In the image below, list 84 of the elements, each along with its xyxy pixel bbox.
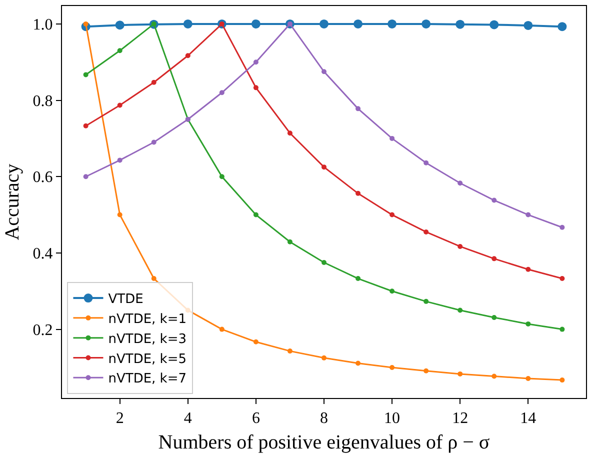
- point: [251, 19, 260, 28]
- point: [492, 256, 497, 262]
- y-tick-label: 0.4: [32, 246, 53, 263]
- point: [390, 136, 395, 141]
- point: [83, 72, 88, 78]
- point: [356, 360, 361, 366]
- point: [287, 239, 292, 244]
- point: [492, 374, 497, 379]
- point: [117, 48, 122, 54]
- x-tick-label: 4: [184, 410, 192, 428]
- point: [424, 160, 429, 166]
- legend-label: nVTDE, k=1: [108, 312, 187, 327]
- point: [322, 260, 326, 265]
- x-tick-label: 14: [520, 410, 536, 428]
- point: [151, 80, 156, 85]
- point: [117, 158, 122, 163]
- point: [320, 19, 328, 28]
- point: [560, 224, 565, 230]
- point: [424, 229, 429, 234]
- point: [390, 364, 395, 370]
- y-tick-label: 0.8: [32, 92, 53, 110]
- legend-label: nVTDE, k=3: [108, 332, 187, 347]
- x-tick-label: 8: [320, 410, 328, 428]
- point: [83, 123, 88, 128]
- x-tick-label: 10: [384, 410, 400, 428]
- y-tick-label: 1.0: [32, 16, 53, 34]
- point: [526, 321, 531, 326]
- point: [115, 20, 124, 30]
- point: [83, 21, 88, 26]
- point: [219, 174, 224, 180]
- point: [117, 102, 122, 108]
- point: [219, 90, 224, 96]
- point: [560, 326, 565, 332]
- x-tick-label: 6: [252, 410, 260, 428]
- point: [356, 106, 361, 112]
- point: [458, 244, 463, 249]
- point: [151, 140, 156, 145]
- point: [219, 326, 224, 332]
- point: [253, 85, 258, 90]
- point: [151, 276, 156, 282]
- point: [185, 53, 190, 58]
- point: [287, 348, 292, 354]
- point: [490, 20, 499, 30]
- point: [424, 298, 429, 304]
- point: [526, 376, 531, 382]
- point: [458, 308, 463, 313]
- point: [390, 212, 395, 218]
- point: [388, 19, 397, 28]
- point: [560, 378, 565, 383]
- point: [526, 212, 531, 218]
- point: [558, 22, 567, 32]
- point: [117, 212, 122, 218]
- point: [456, 20, 465, 29]
- point: [458, 371, 463, 376]
- x-tick-label: 12: [452, 410, 468, 428]
- y-axis-title: Accuracy: [1, 164, 24, 240]
- point: [183, 19, 192, 28]
- point: [287, 130, 292, 136]
- point: [458, 180, 463, 186]
- point: [422, 19, 431, 28]
- point: [356, 190, 361, 196]
- x-axis-title: Numbers of positive eigenvalues of ρ − σ: [158, 432, 490, 454]
- point: [253, 212, 258, 218]
- point: [322, 69, 326, 74]
- point: [253, 60, 258, 65]
- point: [253, 339, 258, 344]
- point: [492, 198, 497, 203]
- legend-label: VTDE: [108, 292, 144, 308]
- legend-label: nVTDE, k=5: [108, 352, 187, 367]
- y-tick-label: 0.2: [32, 322, 53, 339]
- point: [560, 276, 565, 282]
- point: [354, 19, 363, 28]
- point: [356, 276, 361, 282]
- y-tick-label: 0.6: [32, 169, 53, 186]
- point: [322, 164, 326, 170]
- point: [524, 20, 533, 30]
- point: [390, 288, 395, 294]
- x-tick-label: 2: [116, 410, 124, 428]
- point: [322, 355, 326, 360]
- legend-label: nVTDE, k=7: [108, 372, 187, 387]
- point: [424, 368, 429, 374]
- point: [526, 266, 531, 272]
- point: [492, 314, 497, 320]
- point: [83, 174, 88, 180]
